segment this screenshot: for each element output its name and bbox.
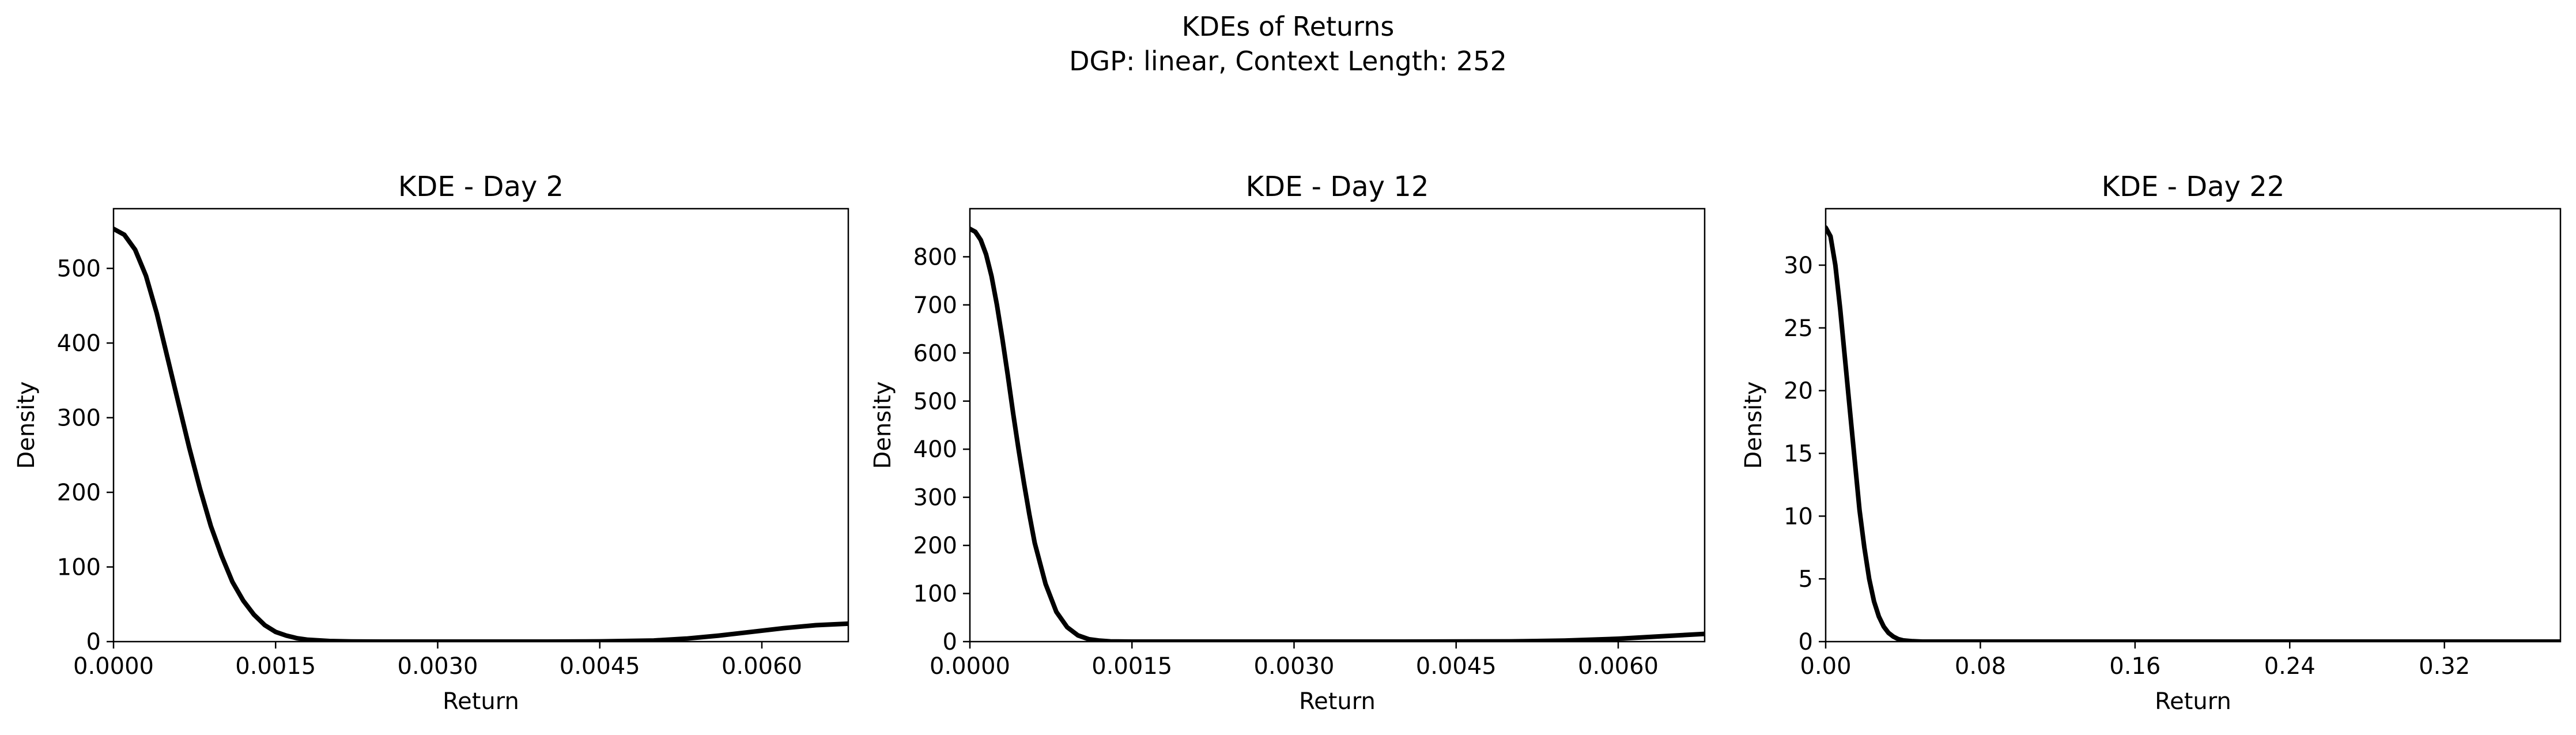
kde-panel-day-22: 0.00 0.08 0.16 0.24 0.32 0 5 10 15 20 25 30 KDE - Da…: [1740, 171, 2562, 715]
x-tick-label: 0.0030: [1254, 653, 1335, 680]
y-axis-label: Density: [1740, 381, 1767, 469]
kde-line-series-0: [1826, 225, 2560, 642]
x-tick-label: 0.0045: [1416, 653, 1497, 680]
y-tick-label: 100: [913, 581, 957, 608]
y-tick-label: 200: [57, 480, 101, 506]
y-tick-label: 800: [913, 244, 957, 270]
x-tick-label: 0.16: [2109, 653, 2160, 680]
y-tick-label: 0: [1799, 629, 1813, 655]
figure-title: KDEs of Returns: [1182, 11, 1395, 42]
x-tick-label: 0.0060: [722, 653, 802, 680]
kde-line-series-0: [114, 227, 848, 642]
kde-line-series-0: [970, 227, 1705, 642]
x-tick-label: 0.0060: [1578, 653, 1659, 680]
y-tick-label: 100: [57, 555, 101, 581]
x-axis-label: Return: [2155, 688, 2231, 715]
panel-title: KDE - Day 22: [2102, 171, 2285, 203]
x-tick-label: 0.0000: [930, 653, 1010, 680]
x-axis-label: Return: [443, 688, 519, 715]
y-tick-label: 0: [943, 629, 957, 655]
y-tick-label: 5: [1799, 566, 1813, 593]
axes-frame: [112, 208, 849, 643]
panel-title: KDE - Day 2: [398, 171, 564, 203]
x-axis-label: Return: [1299, 688, 1376, 715]
x-tick-label: 0.0030: [398, 653, 478, 680]
x-tick-label: 0.08: [1955, 653, 2006, 680]
x-tick-label: 0.00: [1800, 653, 1851, 680]
y-tick-label: 600: [913, 340, 957, 367]
y-tick-label: 0: [86, 629, 101, 655]
y-tick-label: 700: [913, 292, 957, 319]
x-tick-label: 0.24: [2264, 653, 2316, 680]
x-tick-label: 0.0015: [1091, 653, 1172, 680]
x-tick-label: 0.0000: [73, 653, 154, 680]
y-axis-label: Density: [870, 381, 896, 469]
kde-panel-day-12: 0.0000 0.0015 0.0030 0.0045 0.0060 0 100 200 300…: [870, 171, 1706, 715]
y-tick-label: 400: [913, 436, 957, 463]
y-axis-label: Density: [13, 381, 40, 469]
y-tick-label: 25: [1784, 315, 1813, 342]
y-tick-label: 300: [57, 405, 101, 432]
y-tick-label: 400: [57, 330, 101, 357]
y-tick-label: 300: [913, 485, 957, 511]
kde-panel-day-2: 0.0000 0.0015 0.0030 0.0045 0.0060 0 100 200 300…: [13, 171, 849, 715]
y-tick-label: 10: [1784, 503, 1813, 530]
x-tick-label: 0.0015: [235, 653, 316, 680]
y-tick-label: 500: [913, 389, 957, 415]
figure-subtitle: DGP: linear, Context Length: 252: [1069, 46, 1507, 77]
y-tick-label: 30: [1784, 252, 1813, 279]
y-tick-label: 500: [57, 256, 101, 282]
x-tick-label: 0.0045: [560, 653, 640, 680]
panel-title: KDE - Day 12: [1246, 171, 1429, 203]
axes-frame: [969, 208, 1706, 643]
y-tick-label: 20: [1784, 378, 1813, 405]
y-tick-label: 15: [1784, 440, 1813, 467]
y-tick-label: 200: [913, 533, 957, 559]
x-tick-label: 0.32: [2419, 653, 2470, 680]
axes-frame: [1825, 208, 2562, 643]
